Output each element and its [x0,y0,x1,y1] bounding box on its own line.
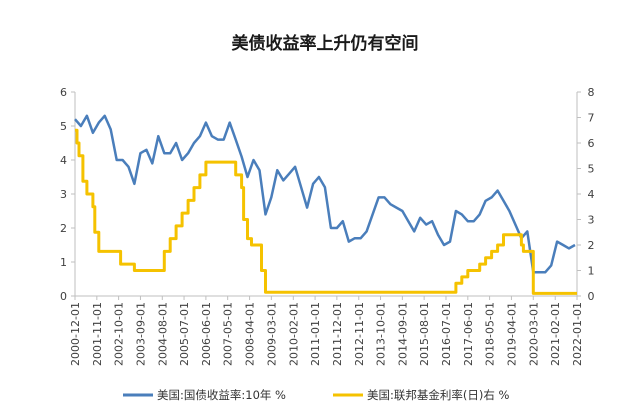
x-tick-label: 2013-10-01 [375,302,388,366]
x-tick-label: 2002-10-01 [113,302,126,366]
x-tick-label: 2011-01-01 [309,302,322,366]
right-y-tick-label: 1 [588,265,595,278]
series-line-fed-funds [75,128,577,295]
x-tick-label: 2003-09-01 [134,302,147,366]
left-y-tick-label: 3 [60,188,67,201]
series-lines [74,114,577,295]
x-tick-label: 2019-04-01 [505,302,518,366]
left-y-tick-label: 5 [60,120,67,133]
x-tick-label: 2004-08-01 [156,302,169,366]
x-tick-label: 2000-12-01 [69,302,82,366]
left-y-tick-label: 6 [60,86,67,99]
chart-title: 美债收益率上升仍有空间 [232,33,419,54]
x-tick-label: 2012-11-01 [353,302,366,366]
x-tick-label: 2015-08-01 [418,302,431,366]
legend-label-treasury-10y: 美国:国债收益率:10年 % [157,388,286,402]
x-tick-label: 2011-12-01 [331,302,344,366]
x-tick-label: 2005-07-01 [178,302,191,366]
series-line-treasury-10y [74,114,576,274]
right-y-tick-label: 2 [588,239,595,252]
x-tick-label: 2016-07-01 [440,302,453,366]
legend: 美国:国债收益率:10年 % 美国:联邦基金利率(日)右 % [123,388,510,402]
x-tick-label: 2021-02-01 [549,302,562,366]
left-y-tick-label: 0 [60,290,67,303]
x-tick-label: 2014-09-01 [396,302,409,366]
right-y-tick-label: 4 [588,188,595,201]
x-tick-label: 2010-02-01 [287,302,300,366]
left-y-tick-label: 2 [60,222,67,235]
left-y-tick-labels: 0 1 2 3 4 5 6 [60,86,75,303]
legend-label-fed-funds: 美国:联邦基金利率(日)右 % [367,388,510,402]
left-y-tick-label: 1 [60,256,67,269]
x-tick-label: 2007-05-01 [222,302,235,366]
right-y-tick-label: 5 [588,163,595,176]
right-y-tick-label: 7 [588,112,595,125]
right-y-tick-label: 6 [588,137,595,150]
x-tick-label: 2022-01-01 [571,302,584,366]
x-tick-label: 2001-11-01 [91,302,104,366]
x-tick-label: 2020-03-01 [527,302,540,366]
left-y-tick-label: 4 [60,154,67,167]
x-tick-label: 2008-04-01 [244,302,257,366]
right-y-tick-label: 0 [588,290,595,303]
x-tick-label: 2006-06-01 [200,302,213,366]
right-y-tick-label: 3 [588,214,595,227]
x-tick-label: 2018-05-01 [484,302,497,366]
x-tick-labels: 2000-12-01 2001-11-01 2002-10-01 2003-09-01… [69,296,584,366]
x-tick-label: 2009-03-01 [265,302,278,366]
x-tick-label: 2017-06-01 [462,302,475,366]
right-y-tick-label: 8 [588,86,595,99]
right-y-tick-labels: 0 1 2 3 4 5 6 7 8 [577,86,595,303]
